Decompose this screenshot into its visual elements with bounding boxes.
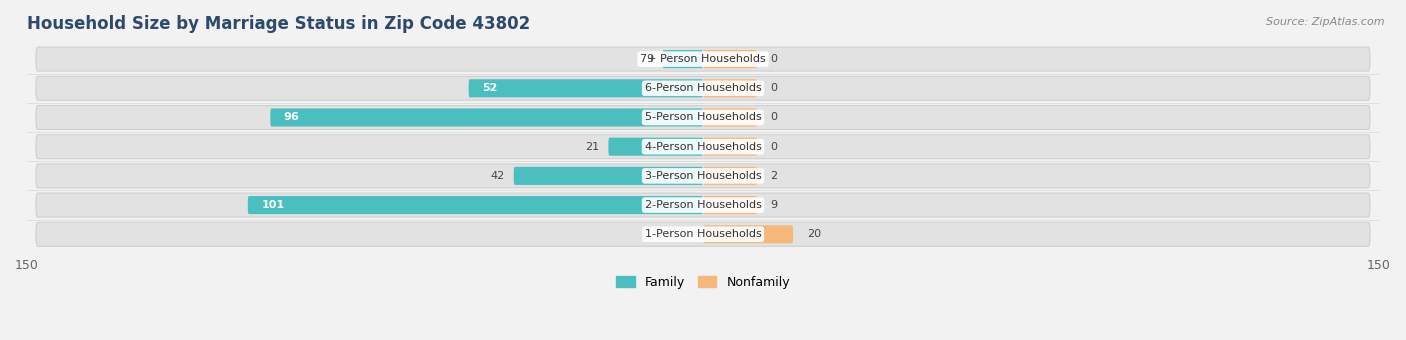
- Text: 9: 9: [647, 54, 654, 64]
- FancyBboxPatch shape: [703, 79, 756, 97]
- Text: 21: 21: [585, 142, 599, 152]
- FancyBboxPatch shape: [662, 50, 703, 68]
- FancyBboxPatch shape: [468, 79, 703, 97]
- Legend: Family, Nonfamily: Family, Nonfamily: [612, 271, 794, 294]
- Text: 101: 101: [262, 200, 284, 210]
- FancyBboxPatch shape: [270, 108, 703, 126]
- Text: 4-Person Households: 4-Person Households: [644, 142, 762, 152]
- Text: 5-Person Households: 5-Person Households: [644, 113, 762, 122]
- FancyBboxPatch shape: [703, 50, 756, 68]
- Text: 7+ Person Households: 7+ Person Households: [640, 54, 766, 64]
- Text: 0: 0: [770, 142, 778, 152]
- Text: 6-Person Households: 6-Person Households: [644, 83, 762, 93]
- Text: 3-Person Households: 3-Person Households: [644, 171, 762, 181]
- FancyBboxPatch shape: [703, 108, 756, 126]
- Text: Household Size by Marriage Status in Zip Code 43802: Household Size by Marriage Status in Zip…: [27, 15, 530, 33]
- FancyBboxPatch shape: [37, 76, 1369, 100]
- Text: 42: 42: [491, 171, 505, 181]
- Text: 96: 96: [284, 113, 299, 122]
- Text: 9: 9: [770, 200, 778, 210]
- FancyBboxPatch shape: [37, 135, 1369, 159]
- FancyBboxPatch shape: [37, 164, 1369, 188]
- Text: Source: ZipAtlas.com: Source: ZipAtlas.com: [1267, 17, 1385, 27]
- Text: 2: 2: [770, 171, 778, 181]
- Text: 0: 0: [770, 54, 778, 64]
- Text: 0: 0: [770, 83, 778, 93]
- FancyBboxPatch shape: [247, 196, 703, 214]
- FancyBboxPatch shape: [703, 196, 756, 214]
- FancyBboxPatch shape: [513, 167, 703, 185]
- FancyBboxPatch shape: [703, 225, 793, 243]
- FancyBboxPatch shape: [703, 138, 756, 156]
- FancyBboxPatch shape: [37, 47, 1369, 71]
- Text: 52: 52: [482, 83, 498, 93]
- Text: 2-Person Households: 2-Person Households: [644, 200, 762, 210]
- FancyBboxPatch shape: [37, 105, 1369, 130]
- FancyBboxPatch shape: [703, 167, 756, 185]
- FancyBboxPatch shape: [609, 138, 703, 156]
- FancyBboxPatch shape: [37, 193, 1369, 217]
- Text: 1-Person Households: 1-Person Households: [644, 229, 762, 239]
- Text: 20: 20: [807, 229, 821, 239]
- FancyBboxPatch shape: [37, 222, 1369, 246]
- Text: 0: 0: [770, 113, 778, 122]
